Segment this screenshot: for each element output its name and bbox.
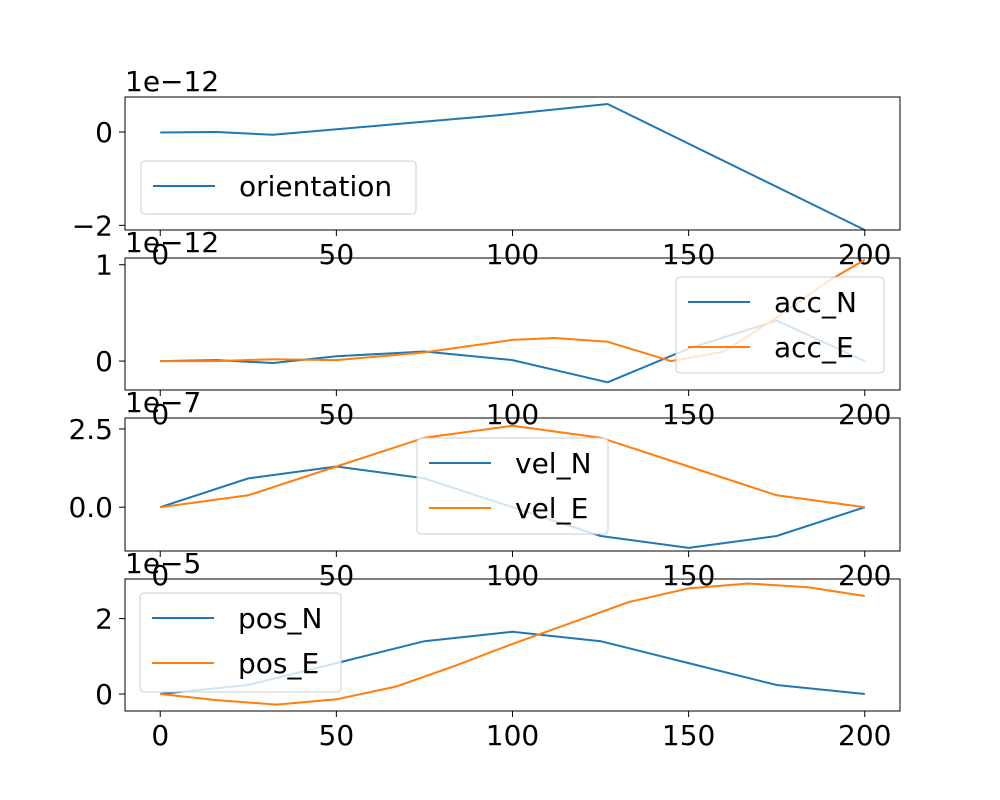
- y-tick-label: 0: [95, 345, 113, 378]
- legend-label: pos_N: [238, 602, 322, 635]
- legend-label: vel_E: [515, 492, 588, 525]
- legend-box: [140, 160, 417, 215]
- x-tick-label: 200: [838, 719, 891, 752]
- legend: vel_N vel_E: [416, 437, 609, 535]
- y-tick-label: 2: [95, 603, 113, 636]
- x-tick-label: 50: [319, 719, 355, 752]
- y-offset-exponent-label: 1e−12: [125, 226, 219, 259]
- y-tick-label: −2: [72, 209, 113, 242]
- x-tick-label: 100: [486, 559, 539, 592]
- legend: orientation: [140, 160, 417, 215]
- x-tick-label: 0: [151, 238, 169, 271]
- x-tick-label: 50: [319, 559, 355, 592]
- x-tick-label: 200: [838, 559, 891, 592]
- x-tick-label: 0: [151, 719, 169, 752]
- series-line-orientation: [160, 102, 866, 231]
- subplot-1: 0 50 100 150 200 0 −2 1e−12 orientation: [72, 65, 901, 271]
- x-tick-label: 100: [486, 238, 539, 271]
- legend-label: orientation: [239, 170, 392, 203]
- y-tick-label: 0: [95, 116, 113, 149]
- legend-label: pos_E: [238, 647, 319, 680]
- x-tick-label: 200: [838, 238, 891, 271]
- x-tick-label: 50: [319, 238, 355, 271]
- legend: acc_N acc_E: [675, 276, 885, 374]
- y-offset-exponent-label: 1e−5: [125, 547, 201, 580]
- legend: pos_N pos_E: [139, 592, 342, 693]
- legend-label: vel_N: [515, 447, 592, 480]
- x-tick-label: 150: [662, 398, 715, 431]
- series-line-pos-e: [160, 582, 865, 706]
- x-tick-label: 0: [151, 398, 169, 431]
- subplot-3: 0 50 100 150 200 0.0 2.5 1e−7 vel_N vel_E: [68, 386, 901, 592]
- y-tick-label: 2.5: [68, 413, 113, 446]
- x-tick-label: 50: [319, 398, 355, 431]
- x-tick-label: 150: [662, 719, 715, 752]
- x-tick-label: 100: [486, 719, 539, 752]
- x-tick-label: 200: [838, 398, 891, 431]
- x-tick-label: 0: [151, 559, 169, 592]
- y-offset-exponent-label: 1e−7: [125, 386, 201, 419]
- subplot-4: 0 50 100 150 200 0 2 1e−5 pos_N pos_E: [95, 547, 901, 752]
- y-offset-exponent-label: 1e−12: [125, 65, 219, 98]
- legend-label: acc_E: [774, 331, 854, 364]
- legend-label: acc_N: [774, 286, 857, 319]
- series-line-vel-e: [160, 424, 865, 509]
- y-tick-label: 0.0: [68, 491, 113, 524]
- y-tick-label: 1: [95, 249, 113, 282]
- x-tick-label: 150: [662, 238, 715, 271]
- y-tick-label: 0: [95, 678, 113, 711]
